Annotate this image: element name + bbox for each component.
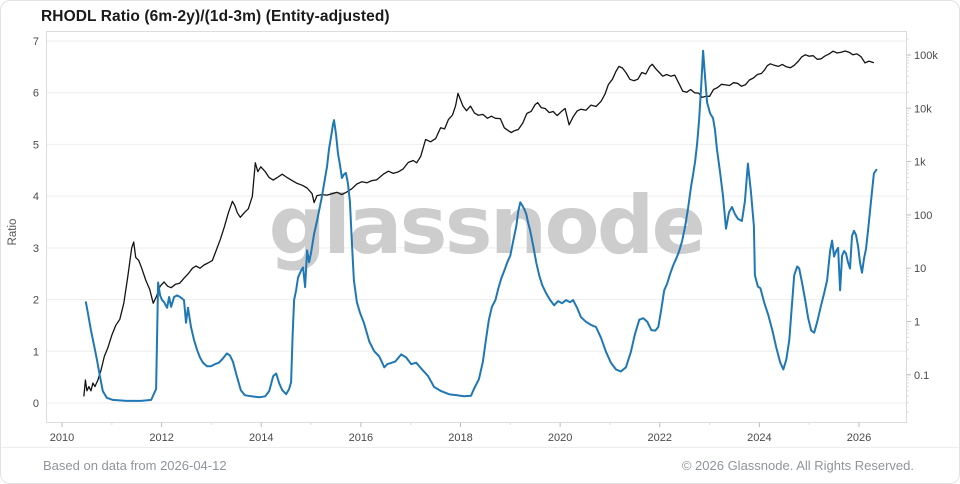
y-left-tick-label: 6 — [33, 88, 39, 100]
y-left-tick-label: 2 — [33, 295, 39, 307]
x-tick-label: 2016 — [349, 432, 373, 444]
price-line — [83, 50, 875, 397]
x-tick-label: 2020 — [548, 432, 572, 444]
x-tick-label: 2018 — [448, 432, 472, 444]
rhodl-ratio-line — [84, 49, 878, 402]
x-tick-label: 2014 — [249, 432, 273, 444]
y-right-tick-label: 100k — [914, 50, 938, 62]
x-tick-label: 2022 — [648, 432, 672, 444]
x-tick-label: 2010 — [50, 432, 74, 444]
y-left-tick-label: 4 — [33, 191, 39, 203]
y-right-tick-label: 10 — [914, 263, 926, 275]
y-left-tick-label: 5 — [33, 139, 39, 151]
x-tick-label: 2024 — [747, 432, 771, 444]
y-right-tick-label: 10k — [914, 103, 932, 115]
x-tick-label: 2026 — [847, 432, 871, 444]
y-left-tick-label: 7 — [33, 36, 39, 48]
y-left-tick-label: 1 — [33, 346, 39, 358]
chart-title: RHODL Ratio (6m-2y)/(1d-3m) (Entity-adju… — [41, 8, 390, 25]
data-source-note: Based on data from 2026-04-12 — [43, 458, 227, 473]
x-tick-label: 2012 — [149, 432, 173, 444]
y-left-tick-label: 3 — [33, 243, 39, 255]
chart-canvas: 2010 2012 2014 2016 2018 2020 2022 2024 2026 0 1 2 3… — [7, 31, 938, 444]
chart-footer: Based on data from 2026-04-12 © 2026 Gla… — [1, 447, 959, 483]
y-left-tick-label: 0 — [33, 398, 39, 410]
y-right-tick-label: 1k — [914, 157, 926, 169]
copyright-note: © 2026 Glassnode. All Rights Reserved. — [681, 458, 914, 473]
left-axis-title: Ratio — [7, 219, 19, 246]
y-right-tick-label: 1 — [914, 317, 920, 329]
y-right-tick-label: 100 — [914, 210, 932, 222]
y-right-tick-label: 0.1 — [914, 370, 929, 382]
